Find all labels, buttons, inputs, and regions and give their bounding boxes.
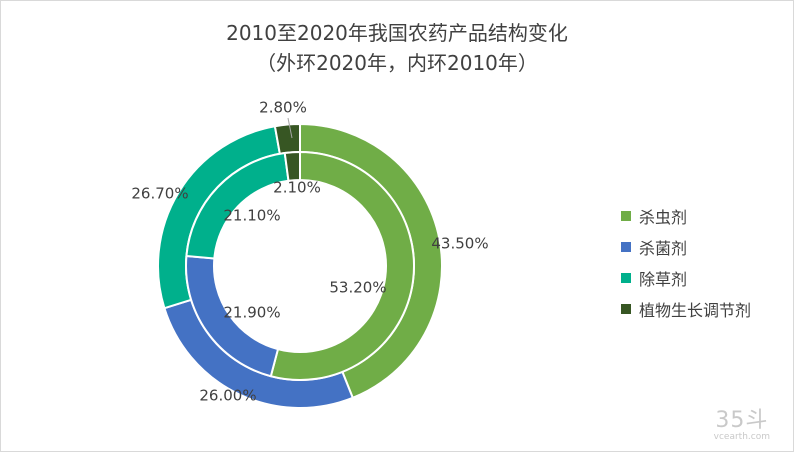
- inner-ring-slice-3: [283, 150, 301, 182]
- inner-data-label-2: 21.10%: [223, 207, 280, 225]
- legend-label: 植物生长调节剂: [639, 300, 752, 320]
- outer-data-label-1: 26.00%: [199, 387, 256, 405]
- inner-data-label-3: 2.10%: [273, 179, 321, 197]
- leader-line: [287, 117, 293, 139]
- chart-title: 2010至2020年我国农药产品结构变化: [226, 21, 568, 45]
- chart-subtitle: （外环2020年，内环2010年）: [256, 51, 538, 75]
- inner-ring-slice-0: [269, 150, 415, 381]
- legend-item-1: 杀菌剂: [621, 231, 751, 262]
- inner-data-label-0: 53.20%: [329, 279, 386, 297]
- watermark-brand: 35斗: [715, 408, 769, 433]
- outer-ring-slice-3: [273, 122, 301, 155]
- legend-swatch: [621, 303, 631, 314]
- outer-data-label-0: 43.50%: [431, 235, 488, 253]
- watermark-site: vcearth.com: [713, 432, 770, 442]
- legend-item-3: 植物生长调节剂: [621, 293, 751, 324]
- legend-label: 杀菌剂: [639, 238, 688, 258]
- legend-swatch: [621, 241, 631, 252]
- legend-swatch: [621, 210, 631, 221]
- outer-data-label-3: 2.80%: [259, 99, 307, 117]
- legend-swatch: [621, 272, 631, 283]
- legend-item-2: 除草剂: [621, 262, 751, 293]
- inner-data-label-1: 21.90%: [223, 304, 280, 322]
- legend-item-0: 杀虫剂: [621, 200, 751, 231]
- legend-label: 杀虫剂: [639, 207, 688, 227]
- watermark-logo: 35斗 vcearth.com: [713, 408, 770, 443]
- outer-data-label-2: 26.70%: [131, 185, 188, 203]
- legend-label: 除草剂: [639, 269, 688, 289]
- chart-legend: 杀虫剂杀菌剂除草剂植物生长调节剂: [621, 200, 751, 324]
